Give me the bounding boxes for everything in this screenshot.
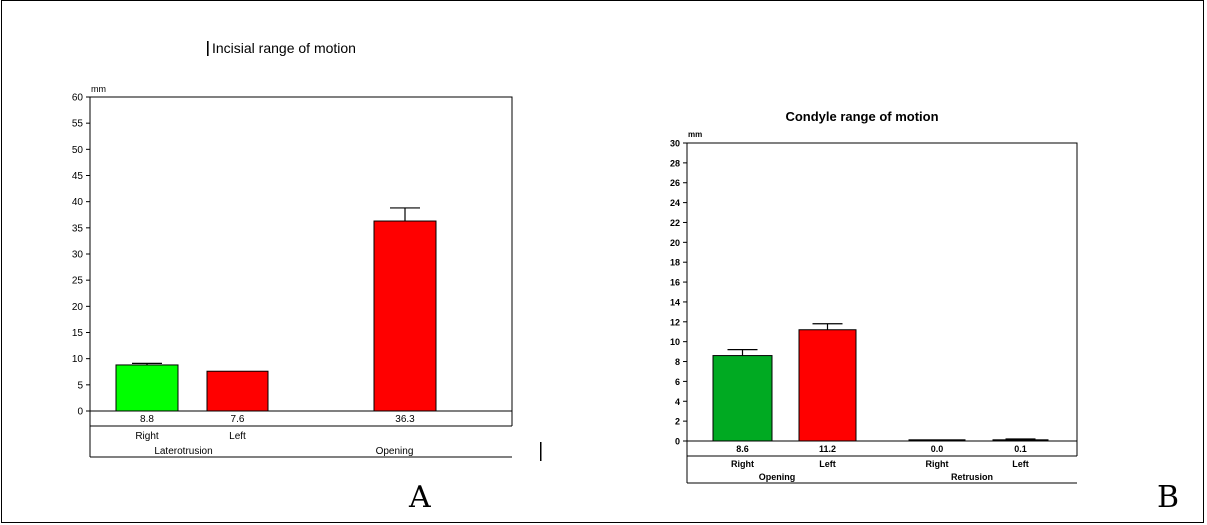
- bar: [798, 329, 857, 442]
- panel-letter-b: B: [1157, 480, 1180, 515]
- y-tick-label: 25: [72, 276, 84, 287]
- y-tick-label: 14: [670, 297, 680, 307]
- category-label: Right: [926, 459, 949, 469]
- bar: [373, 220, 437, 412]
- chart-title: Incisial range of motion: [212, 40, 356, 56]
- y-tick-label: 10: [72, 354, 84, 365]
- data-label: 0.1: [1014, 444, 1027, 454]
- y-tick-label: 35: [72, 223, 84, 234]
- bar: [115, 364, 179, 412]
- y-tick-label: 50: [72, 145, 84, 156]
- group-label: Opening: [759, 472, 796, 482]
- category-label: Left: [229, 431, 246, 442]
- y-tick-label: 20: [72, 302, 84, 313]
- y-tick-label: 6: [675, 377, 680, 387]
- data-label: 36.3: [395, 414, 415, 425]
- data-label: 11.2: [819, 444, 836, 454]
- y-tick-label: 30: [72, 250, 84, 261]
- title-cursor-mark: [207, 41, 209, 56]
- category-label: Left: [1012, 459, 1029, 469]
- y-tick-label: 55: [72, 119, 84, 130]
- y-tick-label: 5: [77, 380, 83, 391]
- y-tick-label: 2: [675, 417, 680, 427]
- chart-panel-b: Condyle range of motionmm024681012141618…: [670, 109, 1078, 484]
- text-cursor-mark: [540, 442, 542, 461]
- chart-title: Condyle range of motion: [785, 109, 938, 124]
- data-label: 8.8: [140, 414, 154, 425]
- bar: [206, 370, 269, 412]
- panel-letter-a: A: [409, 480, 431, 515]
- data-label: 7.6: [231, 414, 245, 425]
- category-label: Right: [731, 459, 754, 469]
- y-tick-label: 8: [675, 357, 680, 367]
- y-tick-label: 16: [670, 278, 680, 288]
- y-tick-label: 10: [670, 337, 680, 347]
- y-tick-label: 22: [670, 218, 680, 228]
- plot-frame: [686, 142, 1078, 442]
- group-label: Laterotrusion: [154, 446, 212, 457]
- y-tick-label: 18: [670, 258, 680, 268]
- y-unit-label: mm: [91, 84, 106, 94]
- data-label: 8.6: [736, 444, 749, 454]
- y-tick-label: 40: [72, 197, 84, 208]
- group-label: Opening: [376, 446, 414, 457]
- y-tick-label: 26: [670, 178, 680, 188]
- group-label: Retrusion: [951, 472, 993, 482]
- y-tick-label: 60: [72, 93, 84, 104]
- y-tick-label: 30: [670, 139, 680, 149]
- y-tick-label: 4: [675, 397, 680, 407]
- chart-panel-a: Incisial range of motion mm 0 5 10 15 20 25 30 35…: [72, 40, 513, 458]
- bar: [908, 439, 966, 442]
- y-tick-label: 0: [675, 437, 680, 447]
- bar: [712, 355, 773, 442]
- y-tick-label: 20: [670, 238, 680, 248]
- y-tick-label: 12: [670, 317, 680, 327]
- data-label: 0.0: [931, 444, 944, 454]
- y-tick-label: 28: [670, 158, 680, 168]
- category-label: Right: [135, 431, 159, 442]
- y-tick-label: 0: [77, 407, 83, 418]
- y-tick-label: 24: [670, 198, 680, 208]
- y-unit-label: mm: [688, 130, 702, 139]
- category-label: Left: [819, 459, 836, 469]
- y-tick-label: 15: [72, 328, 84, 339]
- y-tick-label: 45: [72, 171, 84, 182]
